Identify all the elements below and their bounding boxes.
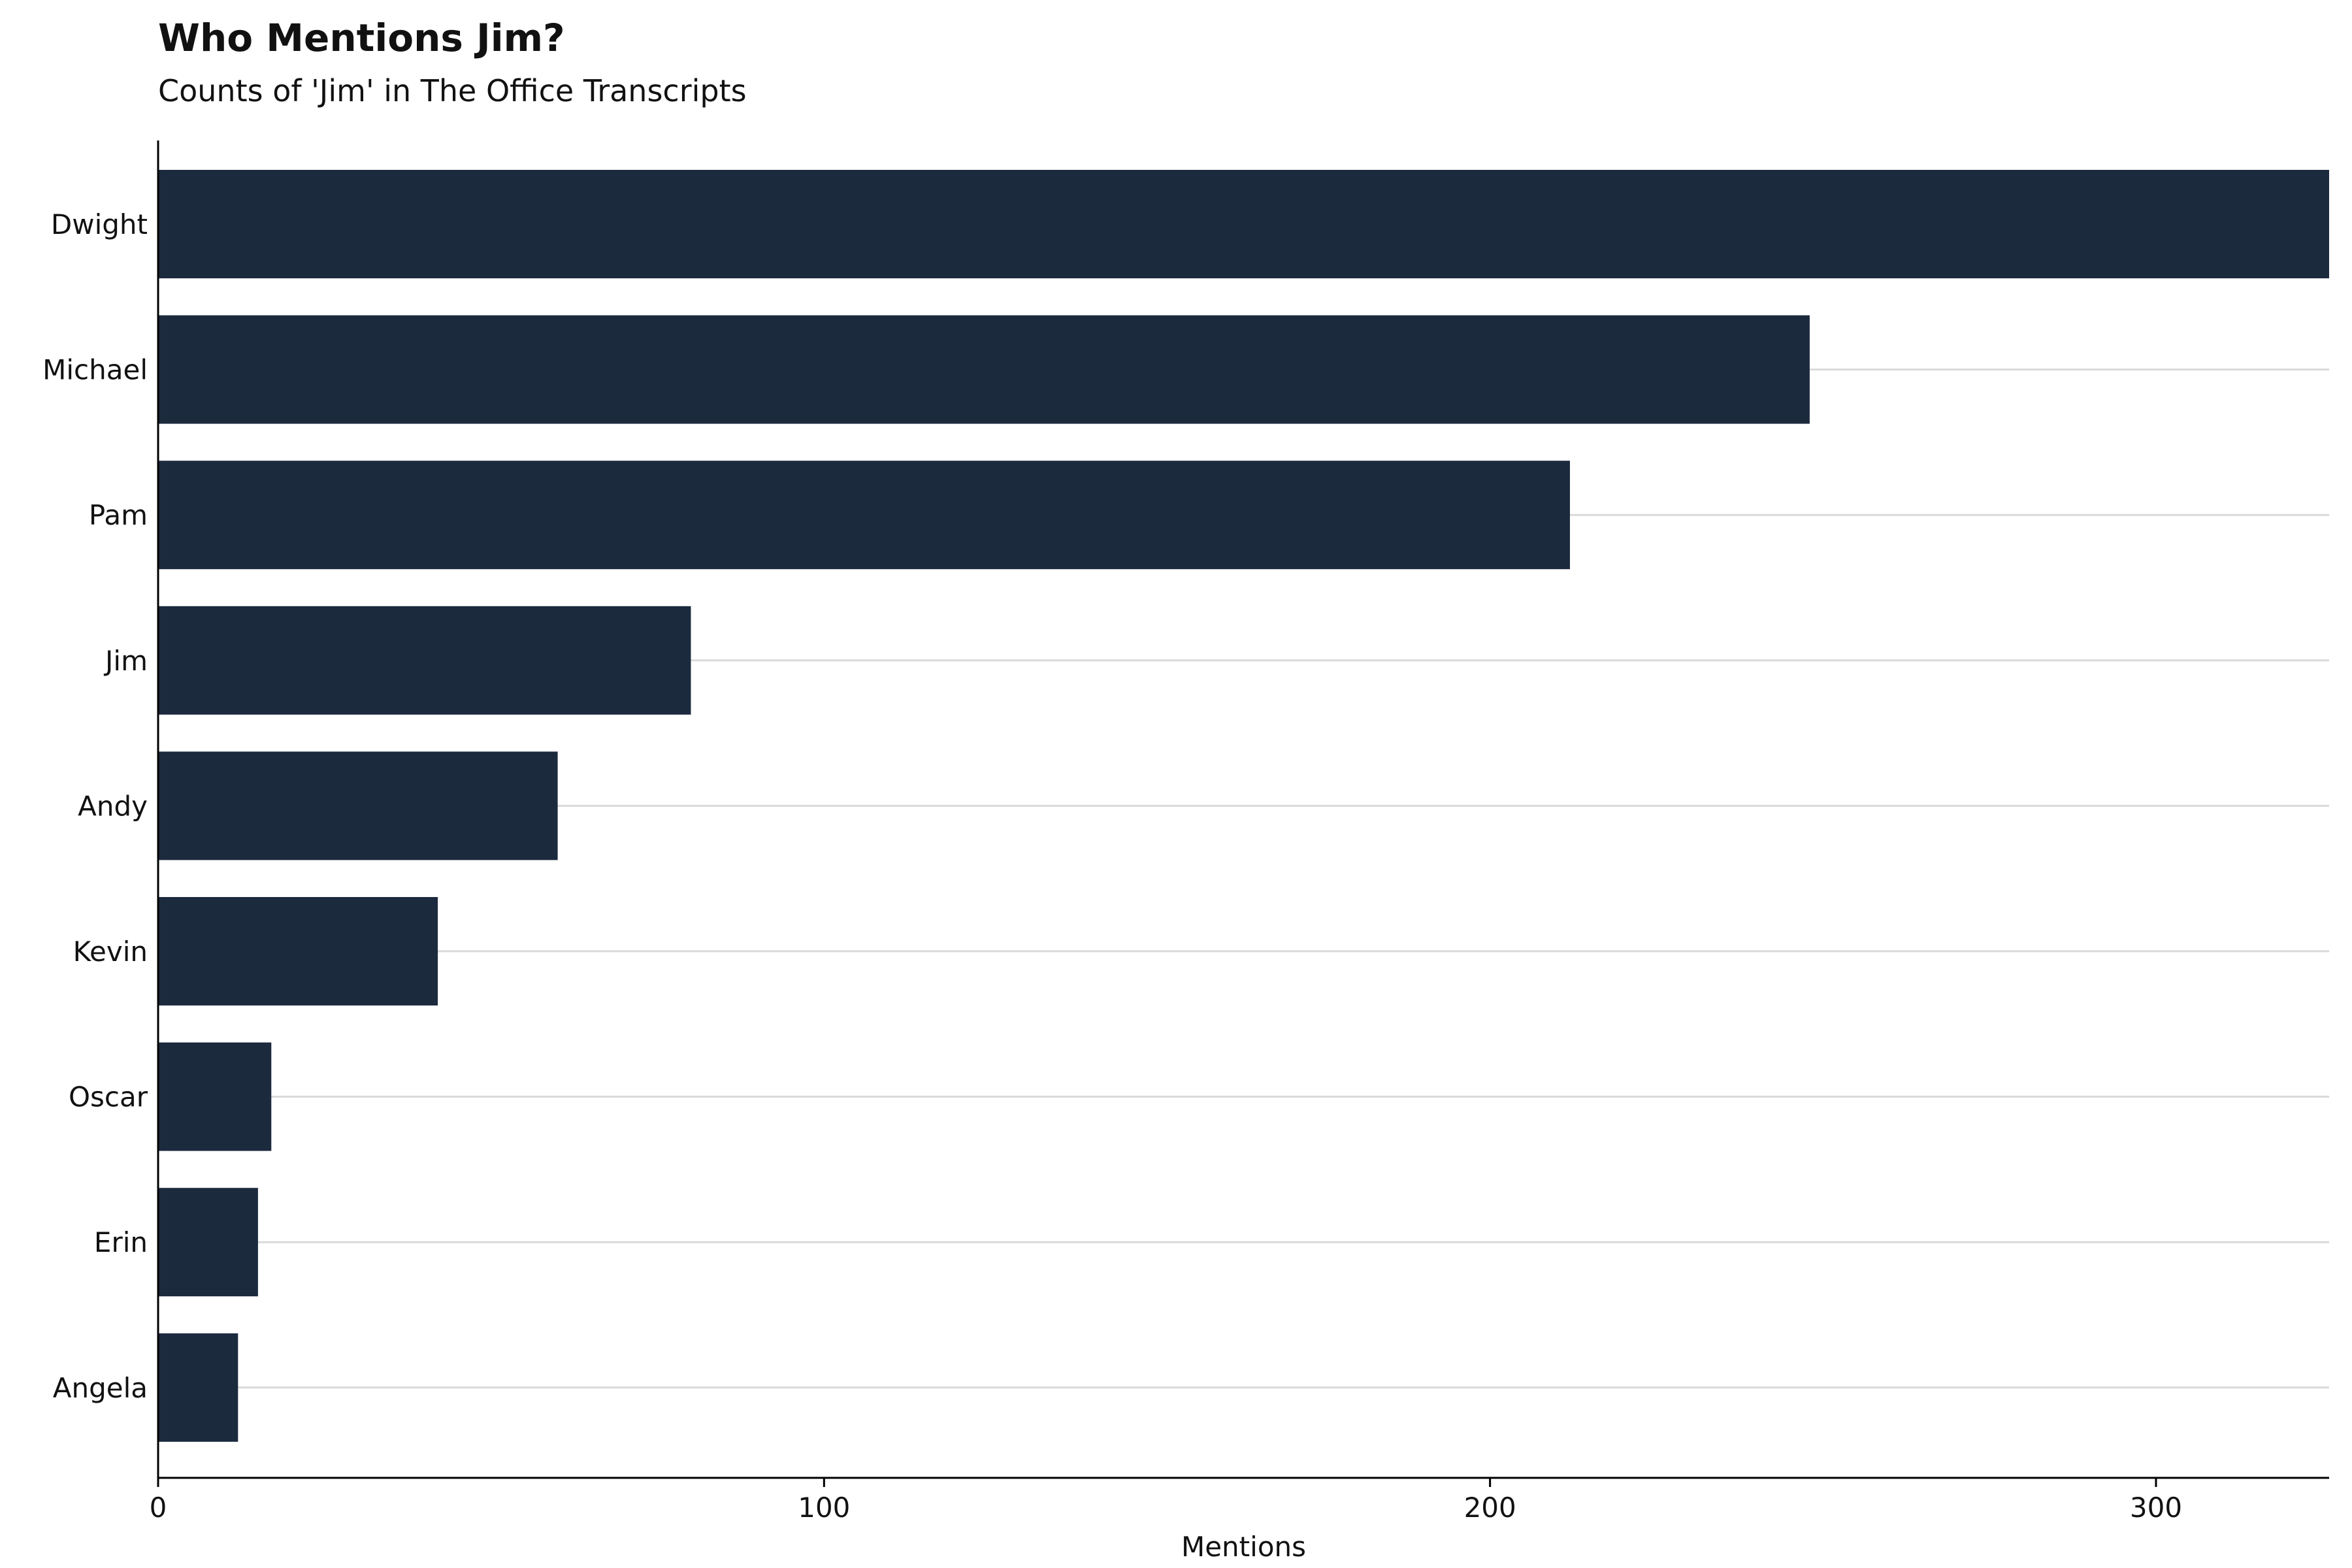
y-tick-label: Kevin [73,936,148,968]
bar-erin [158,1188,258,1297]
bar-oscar [158,1042,272,1151]
y-tick-label: Michael [42,354,148,386]
y-tick-label: Pam [89,499,148,531]
bar-jim [158,606,691,715]
bars [158,170,2329,1442]
bar-pam [158,461,1570,570]
bar-angela [158,1333,238,1442]
y-tick-label: Angela [53,1372,148,1404]
y-tick-label: Andy [78,790,148,822]
axes [157,140,2329,1487]
x-tick-label: 200 [1464,1492,1516,1524]
x-tick-label: 100 [798,1492,850,1524]
y-tick-label: Oscar [69,1081,148,1113]
labels: Dwight Michael Pam Jim Andy Kevin Oscar Erin Ang… [42,208,2182,1524]
y-tick-label: Erin [94,1226,148,1258]
y-tick-label: Jim [103,645,148,677]
x-axis-title: Mentions [1181,1531,1306,1563]
chart-title: Who Mentions Jim? [158,16,565,60]
bar-michael [158,315,1810,424]
bar-kevin [158,897,438,1005]
x-tick-label: 300 [2130,1492,2182,1524]
x-tick-label: 0 [150,1492,167,1524]
y-tick-label: Dwight [51,208,148,240]
bar-andy [158,751,558,860]
bar-dwight [158,170,2329,278]
chart-subtitle: Counts of 'Jim' in The Office Transcript… [158,73,747,108]
